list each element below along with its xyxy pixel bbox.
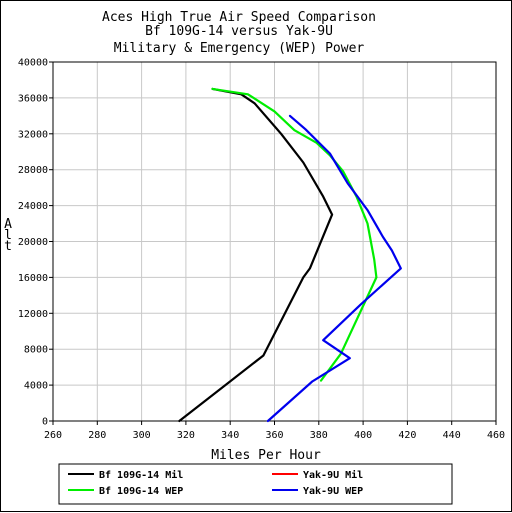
x-tick-label: 300 [133,430,151,441]
y-tick-label: 0 [42,417,48,428]
y-tick-label: 8000 [24,345,48,356]
y-tick-label: 16000 [18,273,48,284]
y-tick-label: 28000 [18,165,48,176]
y-tick-label: 4000 [24,381,48,392]
chart-subtitle: Bf 109G-14 versus Yak-9U [145,24,333,39]
x-tick-label: 400 [354,430,372,441]
x-tick-label: 340 [221,430,239,441]
legend-label: Bf 109G-14 WEP [99,486,183,497]
series-line-0 [178,87,334,423]
x-tick-label: 360 [265,430,283,441]
legend-box [58,463,453,505]
series-line-3 [266,114,402,423]
series-lines [178,87,402,423]
y-tick-label: 12000 [18,309,48,320]
x-tick-label: 320 [177,430,195,441]
y-tick-label: 20000 [18,237,48,248]
x-tick-label: 380 [310,430,328,441]
legend-label: Yak-9U Mil [303,469,363,481]
y-tick-label: 36000 [18,93,48,104]
axis-ticks: 260 280 300 320 340 360 380 400 420 440 460 0 4000 80… [18,58,505,442]
y-tick-label: 40000 [18,58,48,69]
grid [52,61,497,422]
x-tick-label: 460 [487,430,505,441]
y-tick-label: 32000 [18,129,48,140]
series-line-2 [211,87,378,382]
chart-subtitle-2: Military & Emergency (WEP) Power [114,41,365,56]
x-axis-label: Miles Per Hour [211,448,321,463]
chart-title: Aces High True Air Speed Comparison [102,10,376,25]
legend-label: Yak-9U WEP [303,486,363,497]
legend-label: Bf 109G-14 Mil [99,469,183,481]
x-tick-label: 440 [443,430,461,441]
legend: Bf 109G-14 Mil Yak-9U Mil Bf 109G-14 WEP Ya… [68,469,363,497]
y-tick-label: 24000 [18,201,48,212]
x-tick-label: 280 [88,430,106,441]
x-tick-label: 420 [398,430,416,441]
x-tick-label: 260 [44,430,62,441]
